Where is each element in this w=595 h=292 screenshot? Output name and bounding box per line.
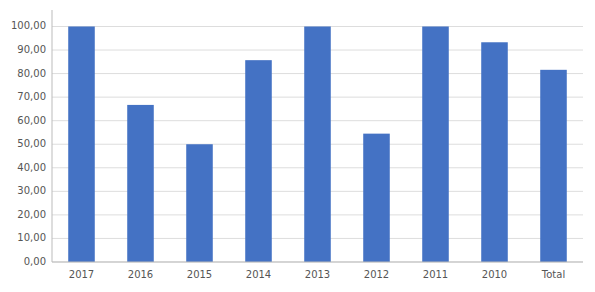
- y-tick-label: 30,00: [17, 185, 46, 196]
- bar: [481, 42, 508, 262]
- bar: [304, 26, 331, 262]
- x-tick-label: 2015: [187, 269, 212, 280]
- x-tick-label: 2013: [305, 269, 330, 280]
- x-tick-label: 2014: [246, 269, 271, 280]
- y-tick-label: 90,00: [17, 44, 46, 55]
- y-tick-label: 80,00: [17, 68, 46, 79]
- y-tick-label: 70,00: [17, 91, 46, 102]
- y-tick-label: 100,00: [11, 20, 46, 31]
- grid: [52, 26, 583, 262]
- x-tick-labels: 2017 2016 2015 2014 2013 2012 2011 2010 Total: [69, 269, 565, 280]
- bar: [68, 26, 95, 262]
- chart-container: 0,00 10,00 20,00 30,00 40,00 50,00 60,00 70,00 8…: [0, 0, 595, 292]
- y-tick-label: 60,00: [17, 115, 46, 126]
- x-tick-label: 2012: [364, 269, 389, 280]
- y-tick-label: 40,00: [17, 162, 46, 173]
- x-axis-line: [52, 262, 583, 263]
- bar: [186, 144, 213, 262]
- y-tick-labels: 0,00 10,00 20,00 30,00 40,00 50,00 60,00 70,00 8…: [11, 20, 46, 267]
- bar: [245, 60, 272, 262]
- x-tick-label: 2011: [423, 269, 448, 280]
- bar: [127, 105, 154, 262]
- x-tick-label: 2017: [69, 269, 94, 280]
- y-tick-label: 0,00: [24, 256, 46, 267]
- y-tick-label: 10,00: [17, 232, 46, 243]
- bar: [363, 134, 390, 262]
- grid-line: [52, 262, 583, 263]
- y-axis-line: [52, 10, 53, 262]
- x-tick-label: 2010: [482, 269, 507, 280]
- y-tick-label: 50,00: [17, 138, 46, 149]
- x-tick-label: 2016: [128, 269, 153, 280]
- x-tick-label: Total: [541, 269, 565, 280]
- bar: [422, 26, 449, 262]
- bar: [540, 70, 567, 262]
- y-tick-label: 20,00: [17, 209, 46, 220]
- bars: [68, 26, 567, 262]
- chart: 0,00 10,00 20,00 30,00 40,00 50,00 60,00 70,00 8…: [0, 0, 595, 292]
